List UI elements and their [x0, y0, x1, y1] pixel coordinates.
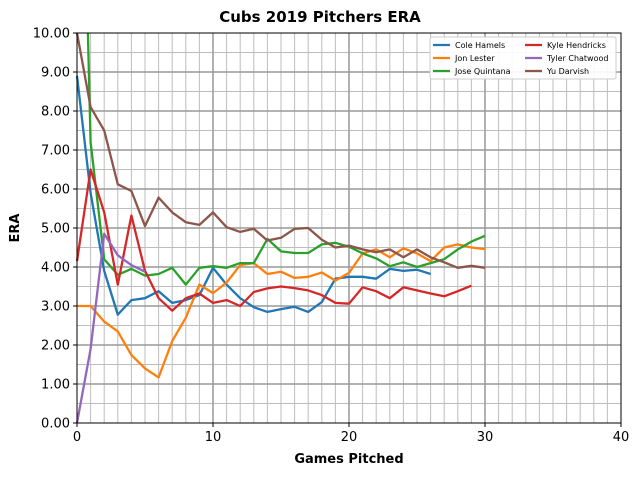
series-line-jon-lester: [77, 243, 486, 379]
legend-label: Jose Quintana: [454, 67, 511, 76]
y-tick-label: 7.00: [41, 144, 70, 159]
series-line-yu-darvish: [75, 32, 486, 269]
series-lines: [75, 32, 486, 424]
major-grid: [77, 33, 621, 423]
x-tick-label: 10: [205, 430, 222, 445]
y-tick-label: 2.00: [41, 339, 70, 354]
series-line-cole-hamels: [75, 75, 431, 316]
y-tick-label: 4.00: [41, 261, 70, 276]
legend-label: Kyle Hendricks: [547, 41, 606, 50]
legend-box: [429, 36, 617, 80]
y-tick-label: 0.00: [41, 417, 70, 432]
y-tick-label: 3.00: [41, 300, 70, 315]
legend-label: Tyler Chatwood: [546, 54, 608, 63]
legend-label: Yu Darvish: [546, 67, 589, 76]
x-axis: 0 10 20 30 40: [73, 423, 629, 445]
y-tick-label: 1.00: [41, 378, 70, 393]
x-tick-label: 40: [613, 430, 630, 445]
y-axis: 0.00 1.00 2.00 3.00 4.00 5.00 6.00 7.00 8.00 9.00…: [33, 27, 77, 432]
legend-label: Jon Lester: [454, 54, 495, 63]
series-line-tyler-chatwood: [75, 232, 146, 424]
y-tick-label: 8.00: [41, 105, 70, 120]
legend-label: Cole Hamels: [455, 41, 505, 50]
x-axis-label: Games Pitched: [294, 452, 403, 467]
x-tick-label: 30: [477, 430, 494, 445]
legend: Cole Hamels Jon Lester Jose Quintana Kyle H…: [429, 36, 617, 80]
y-tick-label: 5.00: [41, 222, 70, 237]
series-line-kyle-hendricks: [75, 168, 472, 312]
y-tick-label: 6.00: [41, 183, 70, 198]
y-tick-label: 9.00: [41, 66, 70, 81]
chart-title: Cubs 2019 Pitchers ERA: [219, 8, 421, 26]
y-tick-label: 10.00: [33, 27, 70, 42]
series-line-jose-quintana: [86, 32, 486, 286]
y-axis-label: ERA: [8, 214, 23, 243]
x-tick-label: 20: [341, 430, 358, 445]
x-tick-label: 0: [73, 430, 81, 445]
